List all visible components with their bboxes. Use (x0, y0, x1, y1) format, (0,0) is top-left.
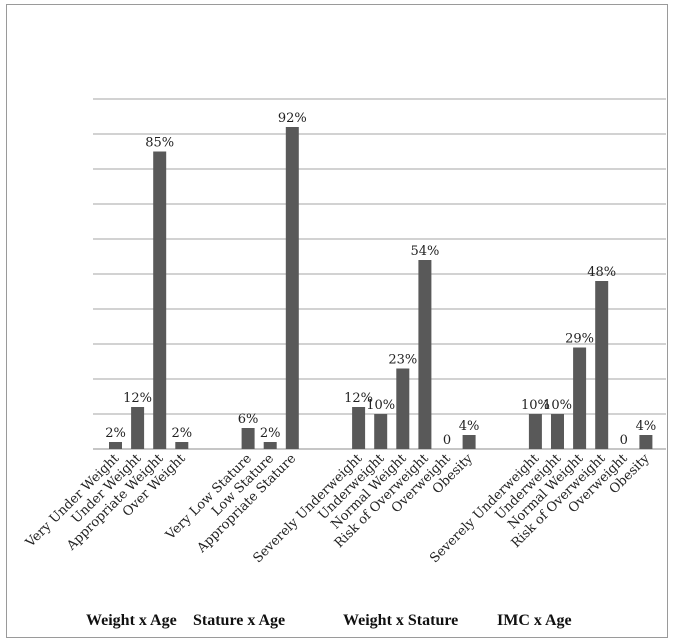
value-labels: 2%12%85%2%6%2%92%12%10%23%54%04%10%10%29… (105, 111, 656, 448)
bar (528, 414, 542, 449)
data-label: 29% (565, 332, 594, 347)
bar (639, 435, 653, 449)
bar (109, 442, 122, 449)
bar (595, 281, 609, 449)
data-label: 10% (366, 398, 395, 413)
group-label: Stature x Age (193, 612, 285, 629)
bar (153, 151, 167, 449)
data-label: 6% (238, 412, 259, 427)
bar (573, 347, 587, 449)
bars (109, 127, 653, 449)
data-label: 2% (105, 426, 126, 441)
group-label: IMC x Age (497, 612, 572, 629)
group-label: Weight x Age (86, 612, 177, 629)
bar (285, 127, 299, 449)
data-label: 10% (521, 398, 550, 413)
bar (352, 407, 366, 449)
group-labels: Weight x Age Stature x Age Weight x Statur… (86, 612, 572, 629)
data-label: 4% (459, 419, 480, 434)
data-label: 12% (344, 391, 373, 406)
data-label: 10% (543, 398, 572, 413)
bar (551, 414, 564, 449)
data-label: 12% (123, 391, 152, 406)
bar (175, 442, 189, 449)
bar (396, 368, 410, 449)
data-label: 23% (388, 353, 417, 368)
data-label: 48% (587, 265, 616, 280)
data-label: 54% (410, 244, 439, 259)
data-label: 92% (278, 111, 307, 126)
data-label: 0 (443, 433, 451, 448)
bar (462, 435, 476, 449)
bar (131, 407, 145, 449)
bar (263, 442, 277, 449)
data-label: 2% (171, 426, 192, 441)
chart-frame (6, 4, 668, 638)
bar (374, 414, 388, 449)
data-label: 0 (620, 433, 628, 448)
data-label: 2% (260, 426, 281, 441)
gridlines (93, 98, 666, 450)
data-label: 85% (145, 136, 174, 151)
data-label: 4% (636, 419, 657, 434)
bar (241, 428, 255, 449)
group-label: Weight x Stature (343, 612, 458, 629)
bar (418, 260, 432, 449)
